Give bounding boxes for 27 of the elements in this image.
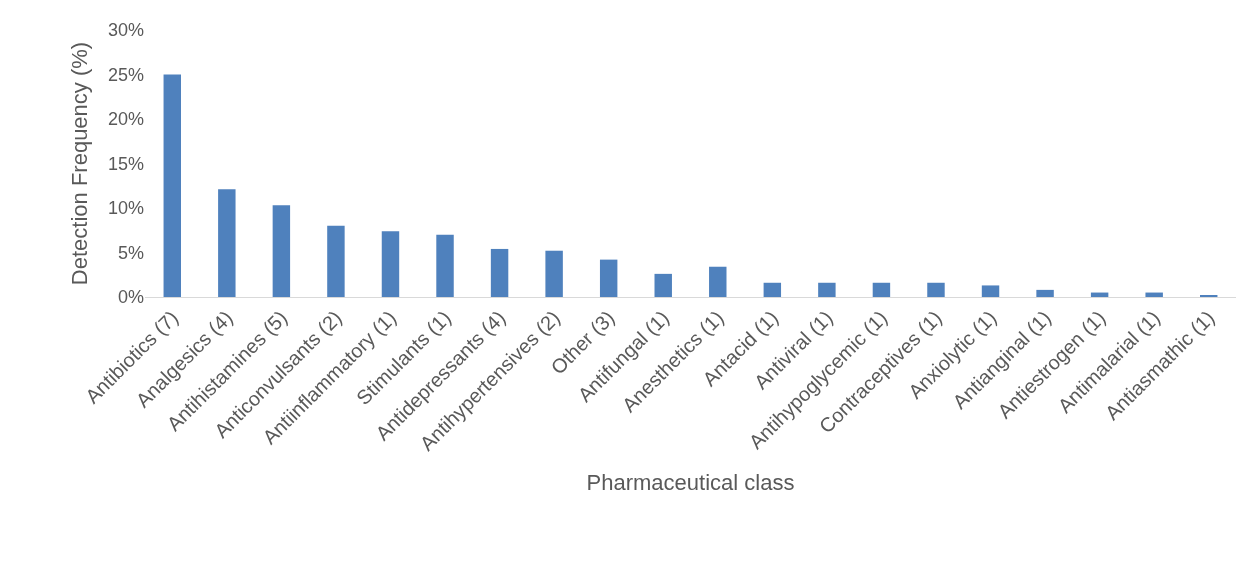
bar xyxy=(709,266,727,297)
bar xyxy=(927,282,945,297)
bar xyxy=(872,282,891,297)
bar xyxy=(818,282,836,297)
bar xyxy=(599,259,618,297)
y-tick-label: 0% xyxy=(117,287,144,308)
bar xyxy=(545,250,563,297)
y-tick-label: 20% xyxy=(107,109,144,130)
y-axis-title: Detection Frequency (%) xyxy=(66,41,92,286)
x-axis-title: Pharmaceutical class xyxy=(586,469,795,495)
bar xyxy=(163,74,181,297)
bar xyxy=(654,273,672,297)
bar xyxy=(763,282,782,297)
y-tick-label: 5% xyxy=(117,242,144,263)
bar xyxy=(981,285,1000,297)
bar xyxy=(327,225,345,297)
bar xyxy=(218,189,236,297)
y-tick-label: 30% xyxy=(107,20,144,41)
y-tick-label: 10% xyxy=(107,198,144,219)
bar xyxy=(381,231,400,297)
bar xyxy=(272,205,291,297)
bar xyxy=(490,248,509,297)
y-tick-label: 15% xyxy=(107,153,144,174)
bar xyxy=(1036,289,1054,297)
bar xyxy=(1145,292,1163,297)
y-tick-label: 25% xyxy=(107,64,144,85)
bar xyxy=(436,234,454,297)
